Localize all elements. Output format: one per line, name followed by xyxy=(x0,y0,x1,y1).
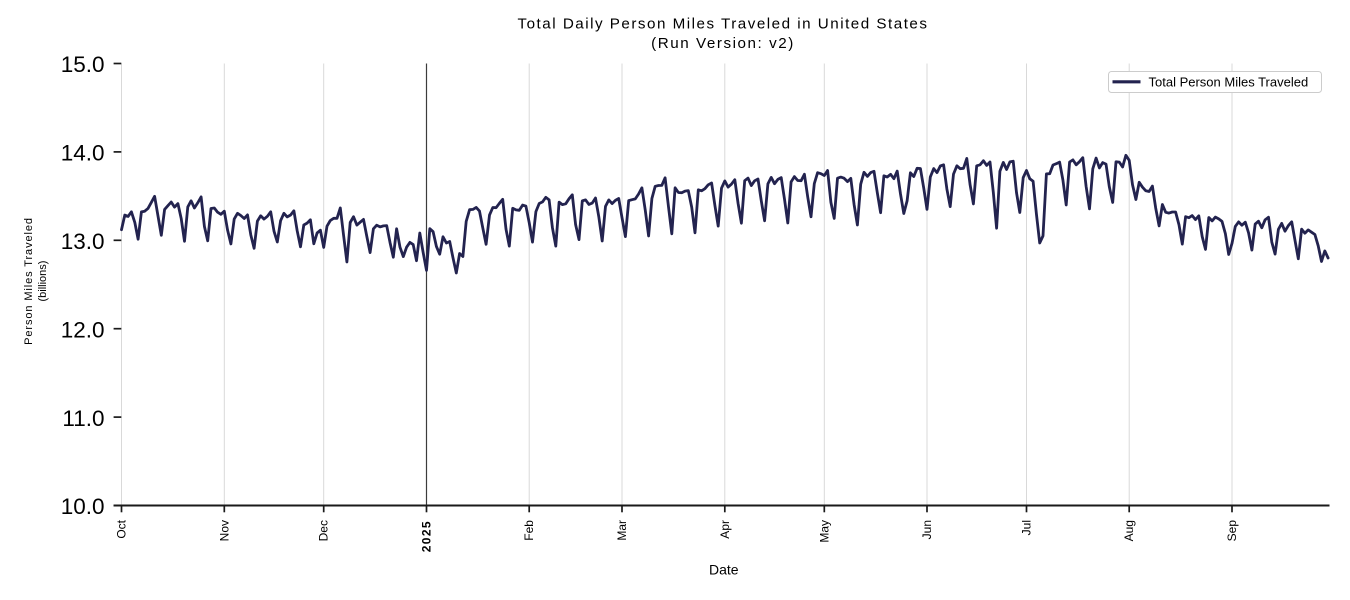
svg-text:Jun: Jun xyxy=(920,520,934,539)
svg-text:Date: Date xyxy=(709,561,739,577)
svg-text:13.0: 13.0 xyxy=(61,229,105,254)
svg-text:Oct: Oct xyxy=(115,519,129,538)
svg-text:Mar: Mar xyxy=(615,520,629,541)
svg-text:10.0: 10.0 xyxy=(61,494,105,519)
svg-text:Person Miles Traveled: Person Miles Traveled xyxy=(23,217,35,345)
svg-text:Feb: Feb xyxy=(522,520,536,541)
svg-text:12.0: 12.0 xyxy=(61,317,105,342)
svg-text:Total Daily Person Miles Trave: Total Daily Person Miles Traveled in Uni… xyxy=(518,16,929,33)
svg-text:Dec: Dec xyxy=(317,520,331,541)
svg-text:11.0: 11.0 xyxy=(62,406,104,431)
svg-text:Nov: Nov xyxy=(217,520,231,541)
svg-text:Sep: Sep xyxy=(1225,520,1239,542)
svg-text:(Run Version: v2): (Run Version: v2) xyxy=(651,35,795,52)
svg-text:Aug: Aug xyxy=(1122,520,1136,541)
svg-text:Jul: Jul xyxy=(1020,520,1034,535)
svg-text:May: May xyxy=(817,520,831,543)
svg-text:2025: 2025 xyxy=(420,520,434,552)
svg-text:15.0: 15.0 xyxy=(61,52,105,77)
svg-text:14.0: 14.0 xyxy=(61,141,105,166)
svg-text:Total Person Miles Traveled: Total Person Miles Traveled xyxy=(1149,74,1309,89)
svg-text:Apr: Apr xyxy=(718,520,732,539)
svg-text:(billions): (billions) xyxy=(37,261,49,302)
